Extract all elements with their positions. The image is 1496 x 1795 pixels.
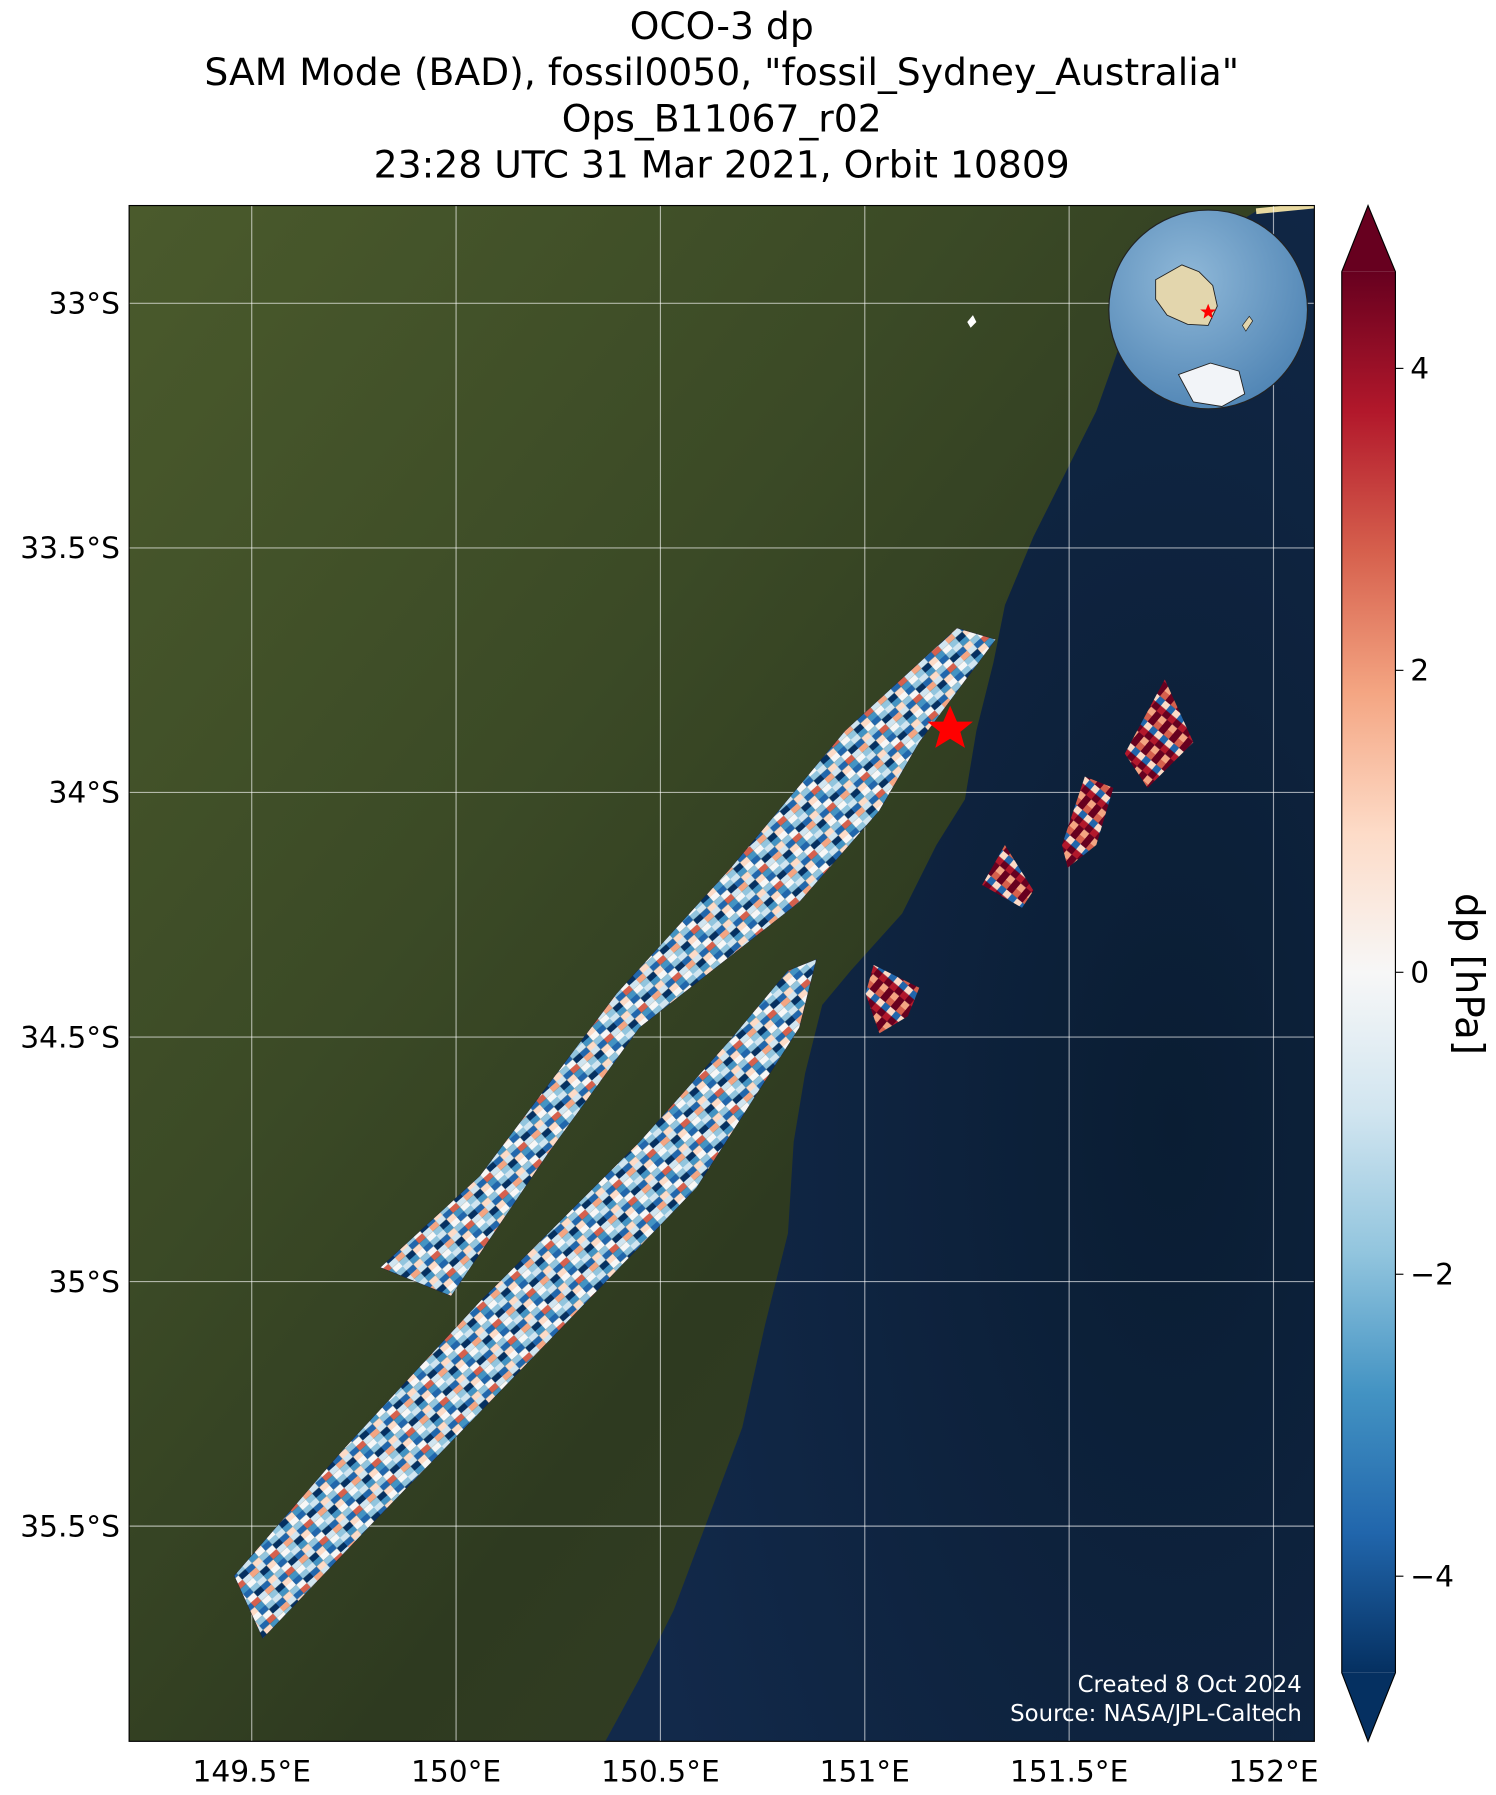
y-tick-label: 34°S <box>49 775 120 810</box>
y-tick-label: 34.5°S <box>20 1019 120 1054</box>
colorbar-label: dp [hPa] <box>1446 893 1491 1055</box>
colorbar <box>1341 204 1397 1743</box>
colorbar-extend-min <box>1341 1672 1396 1742</box>
x-tick-label: 149.5°E <box>192 1753 311 1788</box>
y-tick-label: 33.5°S <box>20 530 120 565</box>
y-tick-label: 35°S <box>49 1264 120 1299</box>
colorbar-tick-label: 4 <box>1410 351 1429 386</box>
chart-title: Ops_B11067_r02 <box>562 96 882 140</box>
colorbar-tick-label: 0 <box>1410 955 1429 990</box>
y-tick-label: 33°S <box>49 286 120 321</box>
colorbar-tick-label: −2 <box>1410 1257 1454 1292</box>
cloud <box>967 315 977 328</box>
inset-globe <box>1108 209 1309 410</box>
swath-fragment <box>982 844 1034 908</box>
chart-title: 23:28 UTC 31 Mar 2021, Orbit 10809 <box>374 143 1070 187</box>
credit-note: Created 8 Oct 2024 <box>1078 1672 1302 1698</box>
swath <box>379 627 997 1297</box>
coast-highlight <box>1255 205 1315 215</box>
colorbar-tick-label: −4 <box>1410 1558 1454 1593</box>
x-tick-label: 150.5°E <box>601 1753 720 1788</box>
antarctica <box>1177 362 1246 407</box>
new-zealand <box>1242 315 1254 332</box>
x-tick-label: 151°E <box>820 1753 910 1788</box>
x-tick-label: 150°E <box>411 1753 501 1788</box>
swath-fragment <box>1124 679 1194 788</box>
colorbar-body <box>1341 271 1396 1673</box>
colorbar-outline <box>1341 204 1397 1743</box>
swath-fragment <box>1062 776 1114 868</box>
target-star <box>927 705 973 748</box>
ocean <box>605 205 1315 1742</box>
y-tick-label: 35.5°S <box>20 1508 120 1543</box>
credit-note: Source: NASA/JPL-Caltech <box>1010 1701 1302 1727</box>
chart-title: SAM Mode (BAD), fossil0050, "fossil_Sydn… <box>204 50 1239 94</box>
swaths <box>233 627 1194 1639</box>
x-tick-label: 152°E <box>1228 1753 1318 1788</box>
x-tick-label: 151.5°E <box>1010 1753 1129 1788</box>
swath <box>233 958 817 1639</box>
swath-fragment <box>865 964 920 1034</box>
chart-title: OCO-3 dp <box>630 4 814 48</box>
colorbar-tick-label: 2 <box>1410 653 1429 688</box>
map-frame <box>128 204 1315 1742</box>
globe-star <box>1200 303 1217 319</box>
colorbar-extend-max <box>1341 205 1396 272</box>
